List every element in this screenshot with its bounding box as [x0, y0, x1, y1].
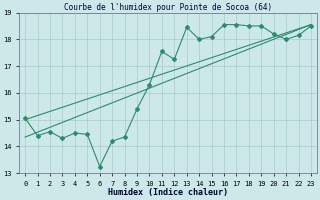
Title: Courbe de l'humidex pour Pointe de Socoa (64): Courbe de l'humidex pour Pointe de Socoa… — [64, 3, 272, 12]
X-axis label: Humidex (Indice chaleur): Humidex (Indice chaleur) — [108, 188, 228, 197]
